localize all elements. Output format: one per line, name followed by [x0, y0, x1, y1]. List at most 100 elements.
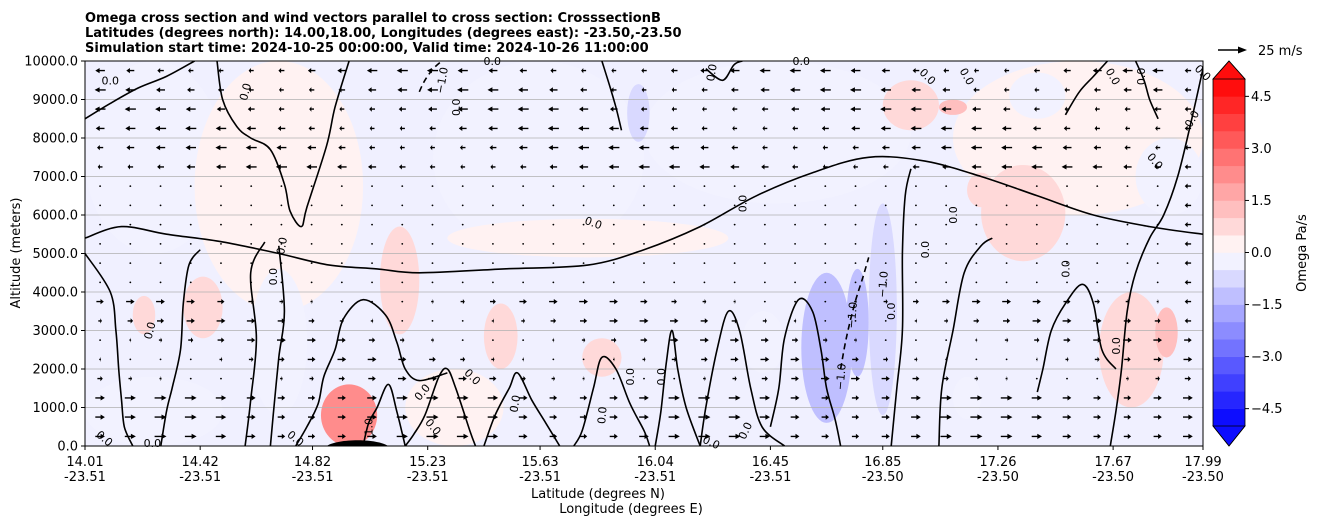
wind-vector [189, 262, 192, 265]
y-tick-label: 5000.0 [33, 247, 79, 262]
wind-vector [824, 223, 827, 226]
wind-vector [1000, 414, 1013, 420]
wind-vector [215, 414, 227, 420]
wind-vector [185, 125, 197, 131]
wind-vector [1183, 395, 1193, 401]
wind-vector [1184, 241, 1192, 247]
wind-vector [970, 414, 983, 420]
wind-vector [703, 376, 706, 382]
wind-vector [612, 377, 615, 380]
wind-vector [220, 242, 222, 245]
wind-vector [186, 164, 195, 170]
y-tick-label: 8000.0 [33, 132, 79, 147]
wind-vector [581, 337, 586, 343]
wind-vector [491, 356, 495, 362]
wind-vector [610, 106, 618, 112]
wind-vector [1005, 376, 1008, 382]
wind-vector [159, 185, 162, 188]
wind-vector [430, 145, 435, 151]
wind-vector [460, 164, 466, 170]
wind-vector [700, 337, 709, 343]
wind-vector [854, 319, 857, 322]
wind-vector [582, 242, 585, 245]
omega-region [882, 80, 939, 131]
wind-vector [1156, 185, 1159, 188]
wind-vector [1093, 318, 1102, 324]
contour-label: 0.0 [1059, 260, 1072, 278]
wind-vector [702, 299, 707, 305]
wind-vector [1126, 185, 1129, 188]
wind-vector [1096, 185, 1099, 188]
wind-vector [1184, 279, 1192, 285]
wind-vector [492, 281, 494, 284]
wind-vector [643, 223, 645, 226]
wind-vector [792, 125, 798, 131]
omega-region [194, 61, 364, 312]
wind-vector [94, 87, 106, 93]
wind-vector [280, 185, 283, 188]
wind-vector [278, 356, 285, 362]
wind-vector [673, 377, 676, 380]
wind-vector [189, 242, 192, 245]
wind-vector [639, 395, 649, 401]
wind-vector [95, 125, 105, 131]
wind-vector [1153, 414, 1162, 420]
wind-vector [489, 376, 497, 382]
wind-vector [884, 223, 887, 226]
wind-vector [522, 281, 525, 284]
wind-vector [1153, 433, 1162, 439]
wind-vector [338, 145, 346, 151]
contour-label: 0.0 [237, 82, 254, 102]
wind-vector [308, 318, 315, 324]
wind-vector [1094, 125, 1100, 131]
wind-vector [340, 185, 343, 188]
wind-vector [582, 358, 585, 361]
y-tick-label: 1000.0 [33, 401, 79, 416]
wind-vector [401, 262, 404, 265]
wind-vector [1093, 414, 1101, 420]
wind-vector [732, 106, 738, 112]
wind-vector [522, 185, 525, 188]
wind-vector [98, 318, 102, 324]
wind-vector [552, 204, 555, 207]
chart-title: Omega cross section and wind vectors par… [85, 11, 682, 56]
omega-contour-lines [85, 61, 1203, 446]
colorbar-tick-label: 0.0 [1251, 246, 1272, 261]
wind-vector [427, 87, 438, 93]
wind-vector [431, 185, 434, 188]
wind-vector [1035, 223, 1038, 226]
wind-vector [881, 433, 890, 439]
wind-vector [340, 262, 343, 265]
wind-vector [881, 414, 890, 420]
wind-vector [1062, 414, 1072, 420]
wind-vector [1123, 337, 1132, 343]
wind-vector [1005, 204, 1008, 207]
x-tick-label-lon: -23.50 [862, 470, 904, 485]
x-tick-label-lat: 15.23 [409, 455, 446, 470]
x-tick-label-lon: -23.51 [179, 470, 221, 485]
wind-vector [639, 433, 649, 439]
wind-vector [156, 87, 165, 93]
contour-label: 0.0 [274, 236, 290, 255]
wind-vector [310, 185, 313, 188]
wind-vector [581, 68, 587, 74]
wind-vector [609, 395, 618, 401]
wind-vector [910, 106, 922, 112]
wind-vector [762, 125, 768, 131]
wind-vector [824, 281, 827, 284]
wind-vector [1066, 377, 1068, 380]
wind-vector [518, 433, 528, 439]
contour-zero [890, 168, 912, 446]
wind-vector [794, 223, 796, 226]
wind-vector [456, 433, 469, 439]
wind-vector [522, 356, 524, 362]
wind-vector [1063, 337, 1071, 343]
wind-vector [431, 204, 434, 207]
wind-vector [1064, 87, 1070, 93]
wind-vector [1094, 106, 1100, 112]
wind-vector [490, 164, 496, 170]
wind-vector [1153, 395, 1162, 401]
wind-vector [668, 395, 680, 401]
wind-vector [371, 223, 373, 226]
wind-vector [579, 299, 588, 305]
